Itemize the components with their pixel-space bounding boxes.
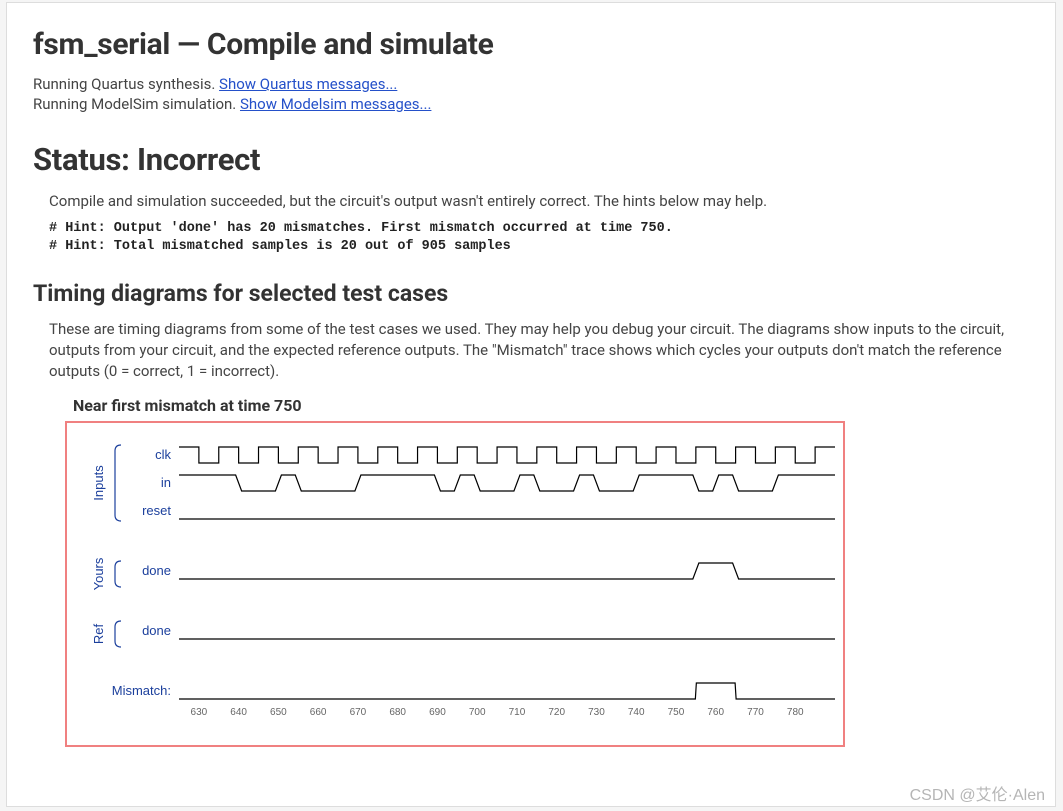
svg-text:clk: clk — [155, 447, 171, 462]
svg-text:680: 680 — [389, 707, 406, 718]
svg-text:Ref: Ref — [91, 623, 106, 644]
svg-text:700: 700 — [469, 707, 486, 718]
svg-text:720: 720 — [548, 707, 565, 718]
svg-text:740: 740 — [628, 707, 645, 718]
status-explain: Compile and simulation succeeded, but th… — [49, 192, 1029, 210]
modelsim-run-line: Running ModelSim simulation. Show Models… — [33, 94, 1029, 114]
timing-heading: Timing diagrams for selected test cases — [33, 280, 1029, 307]
svg-text:630: 630 — [191, 707, 208, 718]
show-quartus-link[interactable]: Show Quartus messages... — [219, 75, 397, 93]
status-heading: Status: Incorrect — [33, 141, 1029, 178]
hints-block: # Hint: Output 'done' has 20 mismatches.… — [49, 220, 1029, 256]
svg-text:reset: reset — [142, 503, 171, 518]
timing-block: These are timing diagrams from some of t… — [49, 319, 1029, 747]
svg-text:650: 650 — [270, 707, 287, 718]
quartus-run-prefix: Running Quartus synthesis. — [33, 75, 219, 93]
svg-text:660: 660 — [310, 707, 327, 718]
svg-text:670: 670 — [350, 707, 367, 718]
svg-text:760: 760 — [707, 707, 724, 718]
svg-text:Mismatch:: Mismatch: — [112, 683, 171, 698]
svg-text:780: 780 — [787, 707, 804, 718]
svg-text:690: 690 — [429, 707, 446, 718]
svg-text:730: 730 — [588, 707, 605, 718]
svg-text:done: done — [142, 623, 171, 638]
status-block: Compile and simulation succeeded, but th… — [49, 192, 1029, 256]
svg-text:770: 770 — [747, 707, 764, 718]
svg-text:710: 710 — [509, 707, 526, 718]
quartus-run-line: Running Quartus synthesis. Show Quartus … — [33, 74, 1029, 94]
show-modelsim-link[interactable]: Show Modelsim messages... — [240, 95, 431, 113]
modelsim-run-prefix: Running ModelSim simulation. — [33, 95, 240, 113]
svg-text:640: 640 — [230, 707, 247, 718]
svg-text:750: 750 — [668, 707, 685, 718]
page-title: fsm_serial — Compile and simulate — [33, 27, 1029, 62]
diagram-title: Near first mismatch at time 750 — [73, 396, 1029, 415]
timing-desc: These are timing diagrams from some of t… — [49, 319, 1029, 382]
svg-text:done: done — [142, 563, 171, 578]
svg-text:Inputs: Inputs — [91, 465, 106, 501]
svg-text:Yours: Yours — [91, 557, 106, 590]
page-container: fsm_serial — Compile and simulate Runnin… — [6, 2, 1056, 807]
timing-diagram: Inputs Yours Ref clk in reset done done Mismatch… — [65, 421, 845, 747]
wave-svg: Inputs Yours Ref clk in reset done done Mismatch… — [71, 429, 841, 743]
svg-text:in: in — [161, 475, 171, 490]
